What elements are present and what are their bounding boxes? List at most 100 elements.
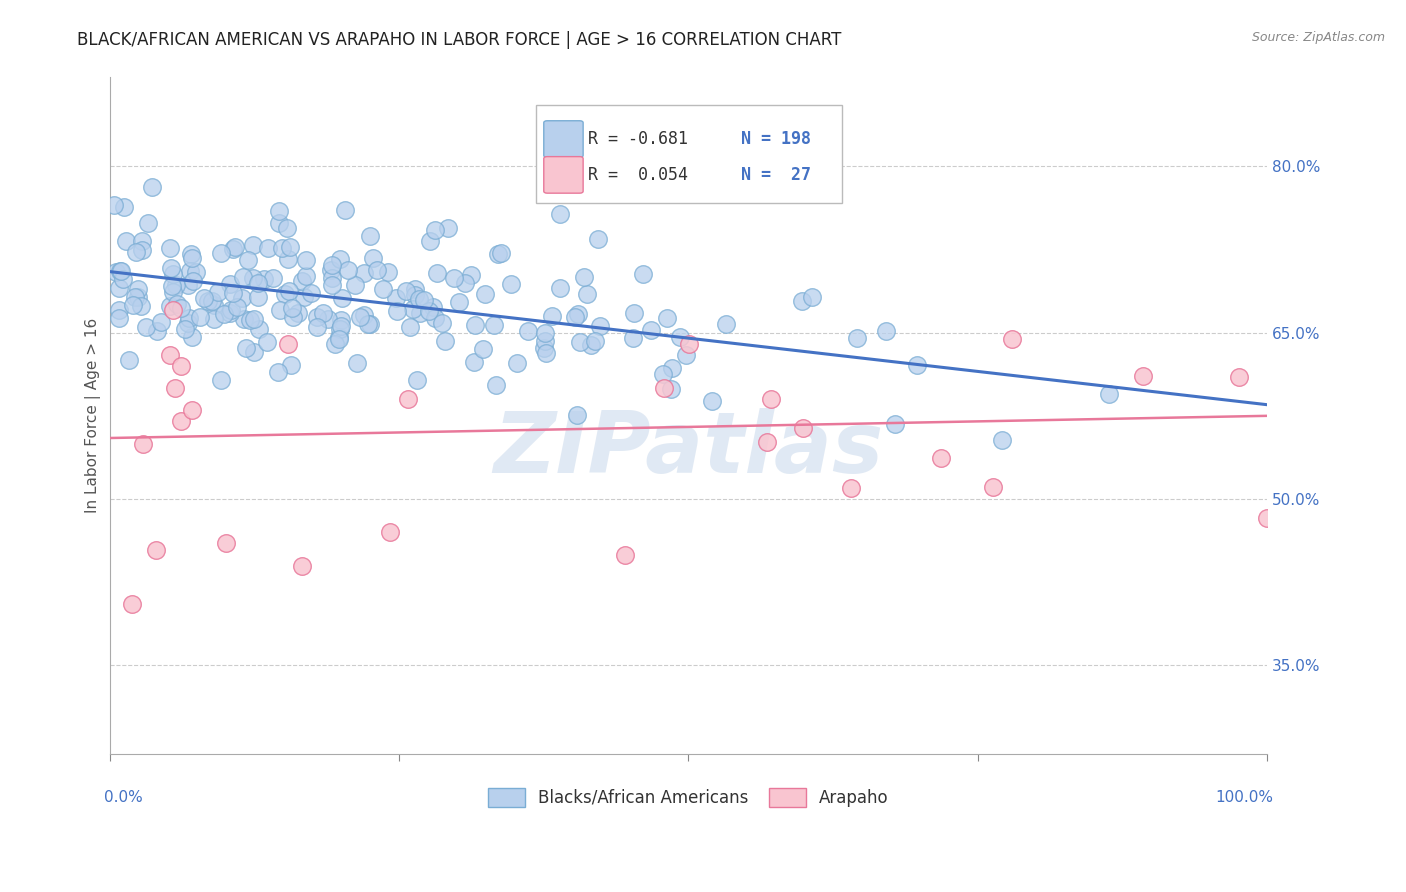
Point [231, 291, 253, 305]
Point [274, 287, 297, 301]
Point [177, 277, 200, 292]
Point [295, 268, 318, 283]
Point [242, 271, 264, 285]
Point [330, 313, 353, 327]
Point [181, 274, 204, 288]
Point [839, 481, 862, 495]
Point [103, 198, 125, 212]
Point [329, 322, 352, 336]
Point [166, 297, 188, 311]
Point [319, 262, 342, 277]
Point [329, 252, 352, 266]
Point [305, 319, 328, 334]
Point [430, 316, 453, 330]
Point [321, 278, 343, 293]
Point [247, 276, 270, 290]
Point [121, 598, 143, 612]
Point [678, 336, 700, 351]
Point [540, 309, 562, 323]
Point [409, 306, 432, 320]
Point [170, 359, 193, 373]
Point [316, 312, 339, 326]
Point [581, 338, 603, 352]
Point [267, 204, 290, 219]
Point [129, 299, 152, 313]
Point [247, 322, 270, 336]
Point [236, 252, 259, 267]
Point [295, 253, 318, 268]
Point [181, 251, 204, 265]
Point [533, 326, 555, 341]
Point [291, 558, 314, 573]
Point [112, 200, 135, 214]
Point [534, 346, 557, 360]
Point [131, 234, 153, 248]
Point [299, 286, 322, 301]
Point [105, 265, 128, 279]
Point [257, 241, 280, 255]
Point [291, 274, 314, 288]
Point [214, 536, 236, 550]
Point [219, 303, 242, 318]
Point [132, 437, 155, 451]
Point [631, 268, 654, 282]
Point [218, 277, 240, 291]
Point [759, 392, 782, 407]
Point [280, 358, 302, 372]
Point [1098, 387, 1121, 401]
Point [292, 290, 315, 304]
Point [118, 353, 141, 368]
Point [790, 293, 813, 308]
Point [567, 409, 589, 423]
Point [484, 378, 506, 392]
Point [184, 265, 207, 279]
Point [471, 342, 494, 356]
Point [516, 324, 538, 338]
Text: R = -0.681: R = -0.681 [588, 130, 688, 148]
Point [247, 290, 270, 304]
Point [138, 216, 160, 230]
Point [321, 271, 343, 285]
Point [256, 334, 278, 349]
Point [366, 263, 388, 277]
Point [177, 310, 200, 325]
Text: N = 198: N = 198 [741, 130, 811, 148]
Point [533, 341, 555, 355]
Point [131, 243, 153, 257]
Point [179, 264, 201, 278]
Point [202, 312, 225, 326]
Point [127, 282, 149, 296]
Point [700, 394, 723, 409]
Point [359, 229, 381, 244]
Point [135, 320, 157, 334]
Point [312, 306, 335, 320]
Point [325, 337, 347, 351]
Point [193, 291, 215, 305]
Point [489, 246, 512, 260]
Point [344, 278, 367, 293]
Point [108, 302, 131, 317]
Point [548, 207, 571, 221]
Point [269, 303, 291, 318]
Legend: Blacks/African Americans, Arapaho: Blacks/African Americans, Arapaho [482, 781, 896, 814]
Point [159, 348, 181, 362]
Point [482, 318, 505, 333]
Point [402, 301, 425, 316]
Point [278, 240, 301, 254]
Point [395, 285, 418, 299]
Point [253, 272, 276, 286]
Point [463, 355, 485, 369]
Point [454, 277, 477, 291]
Point [385, 303, 408, 318]
Point [714, 317, 737, 331]
Point [127, 290, 149, 304]
Point [373, 283, 395, 297]
Point [385, 291, 408, 305]
Point [675, 348, 697, 362]
Text: ZIPatlas: ZIPatlas [494, 409, 883, 491]
Point [115, 234, 138, 248]
Point [307, 310, 329, 324]
Point [346, 356, 368, 370]
Point [583, 334, 606, 348]
FancyBboxPatch shape [544, 120, 583, 157]
